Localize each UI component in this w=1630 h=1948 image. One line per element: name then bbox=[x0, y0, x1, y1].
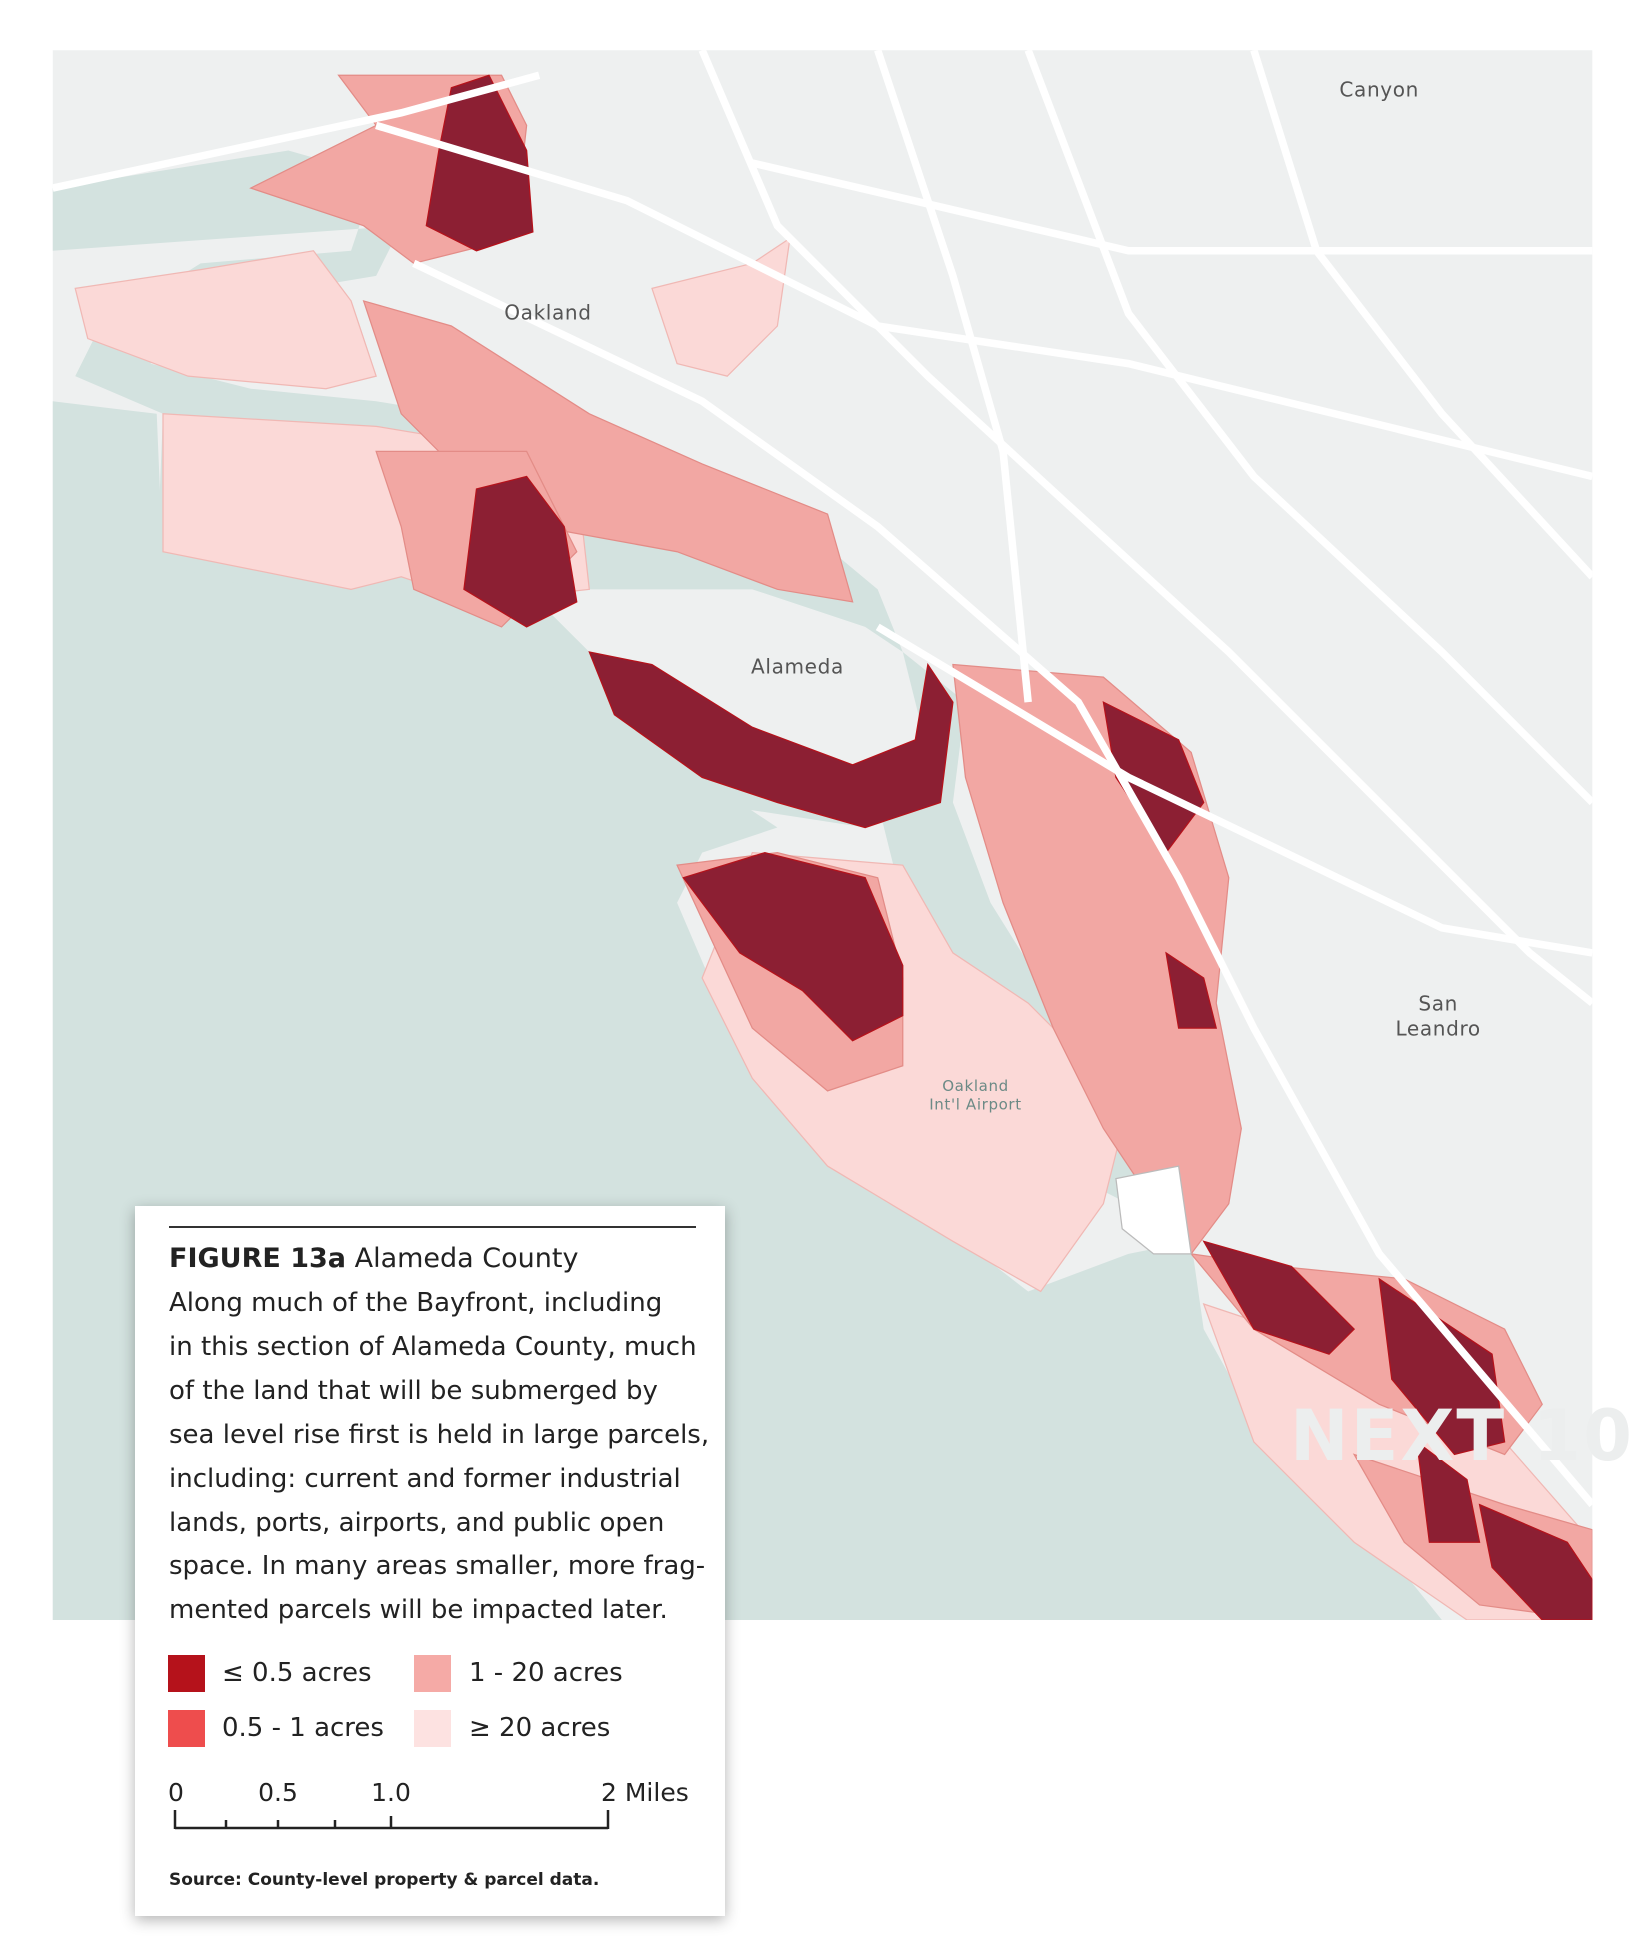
parcels-small bbox=[425, 74, 1593, 1620]
description-line: mented parcels will be impacted later. bbox=[169, 1595, 668, 1626]
rule bbox=[169, 1226, 696, 1228]
legend-swatch bbox=[168, 1655, 205, 1692]
map-label: Int'l Airport bbox=[929, 1096, 1022, 1114]
description-line: including: current and former industrial bbox=[169, 1463, 681, 1494]
map-label: Oakland bbox=[942, 1077, 1009, 1095]
description-line: of the land that will be submerged by bbox=[169, 1375, 658, 1406]
legend-label: ≤ 0.5 acres bbox=[222, 1658, 372, 1688]
map-label: Leandro bbox=[1395, 1017, 1480, 1041]
dock bbox=[1115, 1165, 1192, 1255]
legend-swatch bbox=[414, 1710, 451, 1747]
description-line: sea level rise first is held in large pa… bbox=[169, 1419, 710, 1450]
figure-name: Alameda County bbox=[354, 1243, 579, 1274]
scale-bar bbox=[173, 1810, 610, 1830]
figure-title: FIGURE 13a Alameda County bbox=[169, 1242, 578, 1276]
map-label: Oakland bbox=[504, 301, 591, 325]
brand: NEXT 10 bbox=[1290, 1395, 1630, 1477]
description-line: in this section of Alameda County, much bbox=[169, 1331, 697, 1362]
legend-panel: FIGURE 13a Alameda County Along much of … bbox=[135, 1206, 725, 1916]
description-line: Along much of the Bayfront, including bbox=[169, 1288, 663, 1318]
scale-label: 0 bbox=[168, 1778, 184, 1807]
scale-label: 1.0 bbox=[371, 1778, 411, 1807]
scale-label: 2 Miles bbox=[601, 1778, 689, 1807]
legend-label: 1 - 20 acres bbox=[469, 1658, 623, 1688]
description-line: space. In many areas smaller, more frag- bbox=[169, 1551, 706, 1582]
legend-label: 0.5 - 1 acres bbox=[222, 1713, 384, 1743]
legend-label: ≥ 20 acres bbox=[469, 1713, 611, 1743]
roads bbox=[52, 50, 1593, 1508]
scale-lines bbox=[173, 1810, 610, 1830]
description-line: lands, ports, airports, and public open bbox=[169, 1507, 665, 1538]
scale-label: 0.5 bbox=[258, 1778, 298, 1807]
legend-swatch bbox=[414, 1655, 451, 1692]
description: Along much of the Bayfront, including in … bbox=[169, 1282, 709, 1633]
map-label: Canyon bbox=[1339, 78, 1419, 102]
map-label: San bbox=[1418, 992, 1458, 1016]
map-label: Alameda bbox=[751, 654, 844, 678]
figure-number: FIGURE 13a bbox=[169, 1243, 347, 1274]
source: Source: County-level property & parcel d… bbox=[169, 1870, 600, 1890]
legend-swatch bbox=[168, 1710, 205, 1747]
